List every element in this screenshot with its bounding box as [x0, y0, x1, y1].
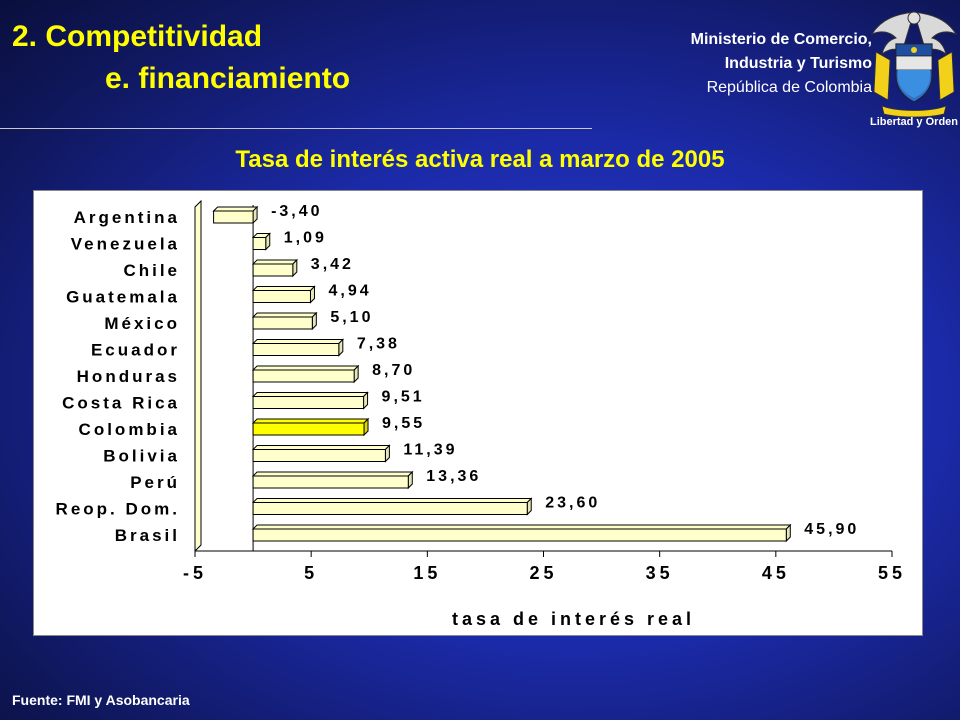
category-axis-wall [194, 199, 202, 553]
slide-title: 2. Competitividad [12, 20, 263, 53]
bar-chart: -5 5 15 25 35 45 55 tasa de interés real Argenti… [56, 199, 906, 629]
x-tick-label: 15 [413, 563, 441, 583]
bar-top-face [251, 259, 299, 265]
bar [252, 449, 386, 462]
category-label: Honduras [77, 367, 180, 386]
value-label: -3,40 [271, 203, 322, 220]
value-label: 45,90 [804, 521, 859, 538]
x-tick-label: 25 [529, 563, 557, 583]
x-tick-label: 35 [646, 563, 674, 583]
bar [252, 316, 313, 330]
bar [252, 475, 409, 489]
value-label: 11,39 [403, 442, 457, 459]
category-label: Reop. Dom. [56, 500, 180, 519]
bar [252, 528, 787, 542]
value-label: 1,09 [284, 230, 327, 247]
x-tick-label: -5 [183, 563, 207, 583]
value-label: 13,36 [426, 468, 481, 485]
bar-top-face [251, 418, 370, 424]
value-label: 4,94 [328, 283, 371, 300]
chart-panel: -5 5 15 25 35 45 55 tasa de interés real Argenti… [33, 190, 923, 636]
value-label: 3,42 [311, 256, 354, 273]
bar-top-face [251, 524, 792, 530]
bar [252, 343, 340, 356]
source-note: Fuente: FMI y Asobancaria [12, 692, 190, 708]
colombia-coat-of-arms-logo: Libertad y Orden [870, 11, 958, 128]
bar-top-face [251, 365, 360, 371]
bar-top-face [251, 339, 345, 344]
bar [252, 263, 294, 277]
x-tick-label: 45 [762, 563, 790, 583]
category-label: Argentina [74, 208, 180, 227]
svg-text:Libertad y Orden: Libertad y Orden [870, 116, 958, 128]
category-label: Venezuela [71, 235, 180, 254]
category-label: Colombia [79, 420, 180, 439]
bar [252, 422, 365, 436]
value-label: 9,55 [382, 415, 425, 432]
bar [252, 237, 267, 250]
category-label: Chile [123, 261, 180, 280]
ministry-line-3: República de Colombia [706, 79, 872, 96]
category-label: Ecuador [91, 341, 180, 360]
category-label: Guatemala [66, 288, 180, 307]
slide-subtitle: e. financiamiento [105, 62, 351, 95]
bar [252, 290, 311, 303]
category-label: Brasil [115, 526, 180, 545]
bar-top-face [251, 286, 316, 291]
category-label: México [104, 314, 180, 333]
title-divider [0, 128, 592, 129]
value-label: 7,38 [357, 336, 400, 353]
bar-top-face [251, 445, 391, 450]
ministry-line-1: Ministerio de Comercio, [690, 31, 872, 48]
bar [252, 502, 528, 515]
ministry-block: Ministerio de Comercio, Industria y Turi… [691, 28, 872, 100]
x-tick-label: 55 [878, 563, 906, 583]
bar-top-face [251, 471, 414, 477]
value-label: 5,10 [330, 309, 373, 326]
bar-top-face [251, 498, 533, 503]
chart-title: Tasa de interés activa real a marzo de 2… [235, 146, 725, 173]
x-tick-label: 5 [304, 563, 318, 583]
category-label: Costa Rica [62, 394, 180, 413]
bar-top-face [212, 206, 259, 212]
value-label: 9,51 [382, 389, 425, 406]
ministry-line-2: Industria y Turismo [724, 55, 872, 72]
x-axis-label: tasa de interés real [452, 609, 695, 629]
category-label: Bolivia [103, 447, 180, 466]
bar [252, 369, 355, 383]
bar-top-face [251, 392, 369, 397]
value-label: 8,70 [372, 362, 415, 379]
bar [213, 210, 254, 224]
category-label: Perú [130, 473, 180, 492]
bar [252, 396, 365, 409]
value-label: 23,60 [545, 495, 600, 512]
bar-top-face [251, 312, 318, 318]
